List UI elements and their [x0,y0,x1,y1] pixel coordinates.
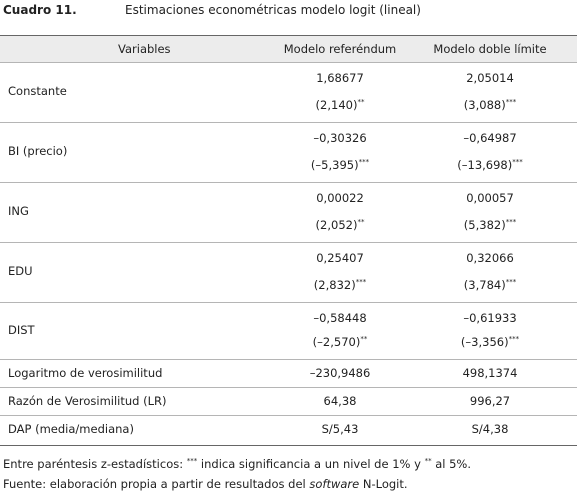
coefficient: 0,25407 [316,251,364,265]
significance: ** [357,98,365,106]
variable-name: EDU [8,264,33,278]
significance: ** [357,218,365,226]
statistic-value: S/4,38 [471,422,509,436]
z-statistic-cell: (2,140)** [316,98,365,112]
z-statistic: (3,088) [463,98,506,112]
statistic-value: –230,9486 [309,366,371,380]
significance: ** [360,335,368,343]
note-part: al 5%. [431,457,472,471]
note-part: *** [186,457,198,465]
table-title: Estimaciones econométricas modelo logit … [125,3,421,17]
z-statistic: (–13,698) [457,158,513,172]
z-statistic: (–5,395) [310,158,359,172]
rule [0,182,577,183]
table-label: Cuadro 11. [3,3,77,17]
note-part: indica significancia a un nivel de 1% y [197,457,425,471]
coefficient: –0,30326 [313,131,367,145]
rule [0,122,577,123]
z-statistic: (5,382) [463,218,506,232]
rule [0,387,577,388]
header-background [0,35,577,62]
z-statistic: (2,052) [315,218,358,232]
coefficient: –0,61933 [463,311,517,325]
significance: *** [508,335,520,343]
significance: *** [512,158,523,166]
statistic-value: 64,38 [323,394,357,408]
significance: *** [505,98,517,106]
significance: *** [358,158,370,166]
significance: *** [355,278,367,286]
note: Entre paréntesis z-estadísticos: *** ind… [3,457,471,471]
statistic-name: Razón de Verosimilitud (LR) [8,394,167,408]
statistic-name: DAP (media/mediana) [8,422,134,436]
significance: *** [505,218,517,226]
coefficient: 1,68677 [316,71,364,85]
column-header: Variables [118,42,171,56]
note-part: ** [424,457,432,465]
z-statistic: (3,784) [463,278,506,292]
source-part: Fuente: elaboración propia a partir de r… [3,477,310,491]
variable-name: Constante [8,84,67,98]
z-statistic-cell: (–2,570)** [313,335,368,349]
source: Fuente: elaboración propia a partir de r… [3,477,408,491]
coefficient: 0,00057 [466,191,514,205]
z-statistic-cell: (3,088)*** [464,98,516,112]
rule [0,35,577,36]
z-statistic-cell: (2,832)*** [314,278,366,292]
rule [0,302,577,303]
z-statistic: (2,140) [315,98,358,112]
note-part: Entre paréntesis z-estadísticos: [3,457,187,471]
rule [0,445,577,446]
z-statistic-cell: (5,382)*** [464,218,516,232]
variable-name: DIST [8,322,35,337]
coefficient: 0,32066 [466,251,514,265]
coefficient: –0,64987 [463,131,517,145]
z-statistic-cell: (–3,356)*** [461,335,519,349]
statistic-name: Logaritmo de verosimilitud [8,366,163,380]
source-part: N-Logit. [359,477,408,491]
z-statistic: (–2,570) [312,335,361,349]
z-statistic-cell: (2,052)** [316,218,365,232]
rule [0,62,577,63]
variable-name: BI (precio) [8,144,68,158]
statistic-value: 498,1374 [462,366,518,380]
z-statistic: (–3,356) [460,335,509,349]
coefficient: 2,05014 [466,71,514,85]
column-header: Modelo doble límite [433,42,547,56]
statistic-value: S/5,43 [321,422,359,436]
z-statistic-cell: (–13,698)*** [457,158,522,172]
rule [0,242,577,243]
z-statistic-cell: (–5,395)*** [311,158,369,172]
coefficient: 0,00022 [316,191,364,205]
z-statistic: (2,832) [313,278,356,292]
significance: *** [505,278,517,286]
coefficient: –0,58448 [313,311,367,325]
rule [0,359,577,360]
z-statistic-cell: (3,784)*** [464,278,516,292]
column-header: Modelo referéndum [283,42,397,56]
source-part: software [309,477,360,491]
statistic-value: 996,27 [469,394,511,408]
rule [0,415,577,416]
variable-name: ING [8,204,29,218]
